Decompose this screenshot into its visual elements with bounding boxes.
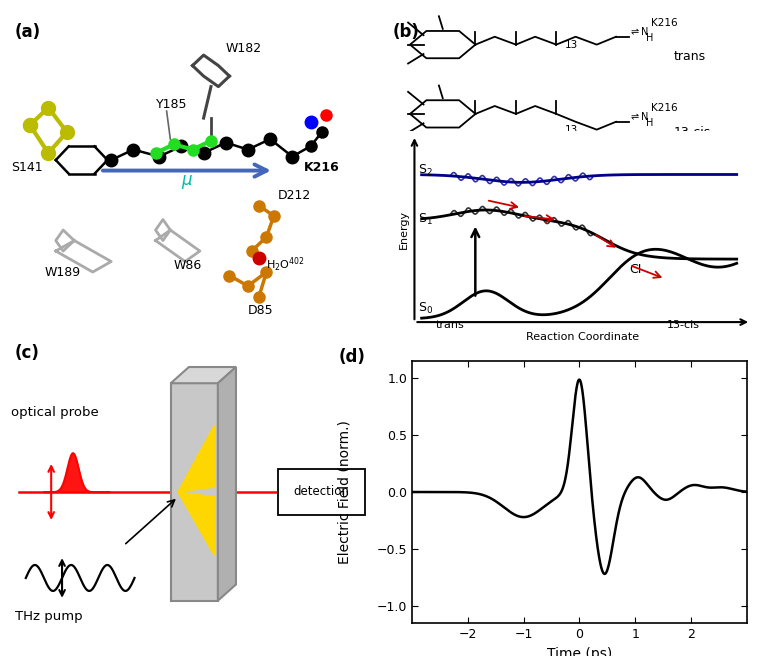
- Polygon shape: [218, 367, 236, 601]
- Polygon shape: [178, 492, 214, 555]
- Text: S$_0$: S$_0$: [418, 300, 433, 316]
- Text: K216: K216: [303, 161, 339, 174]
- Text: Energy: Energy: [399, 210, 409, 249]
- Text: THz pump: THz pump: [15, 610, 82, 623]
- Text: Y185: Y185: [156, 98, 187, 111]
- Text: S141: S141: [12, 161, 43, 174]
- Text: 13-cis: 13-cis: [667, 320, 699, 330]
- Text: 13-cis: 13-cis: [674, 126, 711, 139]
- Text: H: H: [645, 119, 653, 129]
- Text: trans: trans: [436, 320, 464, 330]
- Text: K216: K216: [651, 103, 678, 113]
- Text: $\mu$: $\mu$: [182, 173, 193, 190]
- Text: (a): (a): [15, 22, 42, 41]
- Text: 13: 13: [565, 125, 578, 134]
- Text: W86: W86: [174, 258, 203, 272]
- Text: 13: 13: [565, 40, 578, 50]
- Text: $\rightleftharpoons$N: $\rightleftharpoons$N: [630, 110, 650, 122]
- Text: H$_2$O$^{402}$: H$_2$O$^{402}$: [266, 255, 305, 274]
- Text: $\rightleftharpoons$N: $\rightleftharpoons$N: [630, 25, 650, 37]
- Text: D212: D212: [277, 188, 311, 201]
- Text: W189: W189: [45, 266, 81, 279]
- Text: H: H: [645, 33, 653, 43]
- FancyBboxPatch shape: [278, 469, 365, 515]
- Polygon shape: [171, 383, 218, 601]
- Polygon shape: [178, 426, 214, 492]
- Text: (b): (b): [393, 22, 420, 41]
- Text: (c): (c): [15, 344, 40, 362]
- Y-axis label: Electric Field (norm.): Electric Field (norm.): [338, 420, 352, 564]
- Text: S$_1$: S$_1$: [418, 212, 433, 228]
- Text: Reaction Coordinate: Reaction Coordinate: [526, 332, 639, 342]
- Text: K216: K216: [651, 18, 678, 28]
- Text: S$_2$: S$_2$: [418, 163, 433, 178]
- Text: CI: CI: [629, 263, 641, 276]
- Polygon shape: [171, 367, 236, 383]
- Text: trans: trans: [674, 51, 706, 64]
- Text: (d): (d): [338, 348, 365, 365]
- Text: W182: W182: [226, 41, 262, 54]
- X-axis label: Time (ps): Time (ps): [547, 647, 612, 656]
- Text: optical probe: optical probe: [12, 405, 99, 419]
- Text: detection: detection: [293, 485, 349, 499]
- Text: D85: D85: [248, 304, 273, 317]
